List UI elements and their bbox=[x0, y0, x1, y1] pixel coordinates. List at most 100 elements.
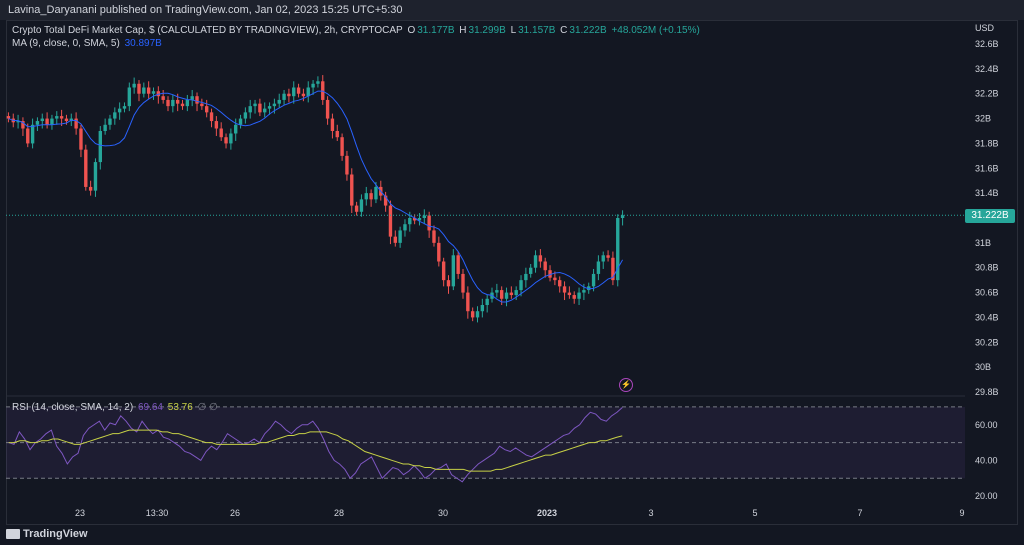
ma-value: 30.897B bbox=[124, 38, 162, 49]
candle-body bbox=[64, 118, 69, 122]
candle-body bbox=[562, 286, 567, 293]
candle-body bbox=[519, 280, 523, 291]
candle-body bbox=[229, 133, 233, 144]
rsi-line bbox=[8, 407, 623, 483]
candle-body bbox=[456, 255, 460, 274]
close-label: C bbox=[560, 25, 568, 36]
candle-body bbox=[466, 292, 470, 312]
candle-body bbox=[369, 193, 373, 200]
candle-body bbox=[340, 137, 344, 156]
candle-body bbox=[499, 290, 504, 299]
candle-body bbox=[364, 193, 368, 200]
candle-body bbox=[582, 290, 586, 293]
rsi-tick-label: 40.00 bbox=[975, 455, 998, 465]
candle-body bbox=[248, 106, 252, 113]
candle-body bbox=[350, 174, 354, 206]
candle-body bbox=[587, 286, 591, 291]
candle-body bbox=[98, 131, 102, 163]
rsi-extra: ∅ ∅ bbox=[197, 402, 218, 413]
candle-body bbox=[59, 116, 64, 119]
rsi-legend: RSI (14, close, SMA, 14, 2) 69.64 53.76 … bbox=[12, 402, 220, 413]
rsi-ma-line bbox=[8, 429, 623, 472]
brand-label: TradingView bbox=[23, 528, 88, 540]
candle-body bbox=[171, 99, 175, 107]
x-tick-label: 5 bbox=[752, 508, 757, 518]
candle-body bbox=[548, 270, 552, 278]
candle-body bbox=[16, 121, 20, 123]
candle-body bbox=[219, 128, 223, 138]
candle-body bbox=[146, 87, 151, 94]
y-tick-label: 30.8B bbox=[975, 263, 999, 273]
candle-body bbox=[422, 215, 427, 218]
candle-body bbox=[267, 106, 272, 109]
lightning-icon[interactable]: ⚡ bbox=[619, 378, 633, 392]
candle-body bbox=[180, 103, 185, 107]
rsi-ma-value: 53.76 bbox=[167, 402, 193, 413]
candle-body bbox=[166, 99, 170, 107]
candle-body bbox=[596, 261, 601, 274]
candle-body bbox=[417, 218, 422, 221]
open-label: O bbox=[407, 25, 416, 36]
candle-body bbox=[538, 255, 543, 262]
y-tick-label: 31.8B bbox=[975, 138, 999, 148]
candle-body bbox=[127, 87, 132, 107]
y-tick-label: 32B bbox=[975, 114, 991, 124]
candle-body bbox=[388, 205, 393, 237]
ma-label: MA (9, close, 0, SMA, 5) bbox=[12, 38, 120, 49]
candle-body bbox=[412, 218, 417, 221]
candle-body bbox=[437, 242, 441, 262]
x-tick-label: 2023 bbox=[537, 508, 557, 518]
candle-body bbox=[287, 93, 291, 97]
candle-body bbox=[408, 218, 412, 225]
candle-body bbox=[432, 230, 436, 243]
close-value: 31.222B bbox=[569, 25, 607, 36]
candle-body bbox=[611, 257, 615, 281]
candle-body bbox=[190, 96, 194, 100]
low-value: 31.157B bbox=[518, 25, 556, 36]
top-bar: Lavina_Daryanani published on TradingVie… bbox=[0, 0, 1024, 20]
candle-body bbox=[509, 292, 514, 296]
candle-body bbox=[330, 118, 335, 131]
candle-body bbox=[567, 292, 572, 296]
rsi-tick-label: 60.00 bbox=[975, 420, 998, 430]
y-tick-label: 30.2B bbox=[975, 337, 999, 347]
candle-body bbox=[103, 124, 107, 131]
high-value: 31.299B bbox=[468, 25, 506, 36]
candle-body bbox=[200, 103, 204, 107]
candle-body bbox=[6, 116, 11, 119]
x-tick-label: 26 bbox=[230, 508, 240, 518]
candle-body bbox=[296, 87, 301, 94]
candle-body bbox=[311, 83, 315, 88]
candle-body bbox=[282, 93, 286, 100]
candle-body bbox=[108, 118, 112, 125]
candle-body bbox=[393, 236, 397, 243]
y-tick-label: 32.2B bbox=[975, 89, 999, 99]
candle-body bbox=[88, 186, 93, 191]
candle-body bbox=[591, 273, 596, 287]
open-value: 31.177B bbox=[417, 25, 455, 36]
tradingview-logo[interactable]: TradingView bbox=[6, 528, 88, 540]
candle-body bbox=[263, 108, 267, 113]
candle-body bbox=[606, 255, 610, 258]
candle-body bbox=[504, 292, 509, 299]
symbol-title: Crypto Total DeFi Market Cap, $ (CALCULA… bbox=[12, 25, 403, 36]
y-tick-label: 32.6B bbox=[975, 39, 999, 49]
high-label: H bbox=[459, 25, 467, 36]
tradingview-logo-icon bbox=[6, 529, 20, 540]
publisher-text: Lavina_Daryanani published on TradingVie… bbox=[8, 4, 403, 16]
candle-body bbox=[26, 128, 30, 144]
candle-body bbox=[35, 121, 40, 125]
y-tick-label: 32.4B bbox=[975, 64, 999, 74]
y-tick-label: 29.8B bbox=[975, 387, 999, 397]
candle-body bbox=[475, 311, 480, 318]
candle-body bbox=[292, 87, 296, 97]
candle-body bbox=[74, 118, 78, 129]
x-tick-label: 28 bbox=[334, 508, 344, 518]
chart-frame bbox=[6, 20, 1018, 525]
candle-body bbox=[272, 103, 277, 107]
candle-body bbox=[55, 116, 59, 119]
low-label: L bbox=[510, 25, 517, 36]
candle-body bbox=[238, 118, 243, 125]
y-tick-label: 30B bbox=[975, 362, 991, 372]
